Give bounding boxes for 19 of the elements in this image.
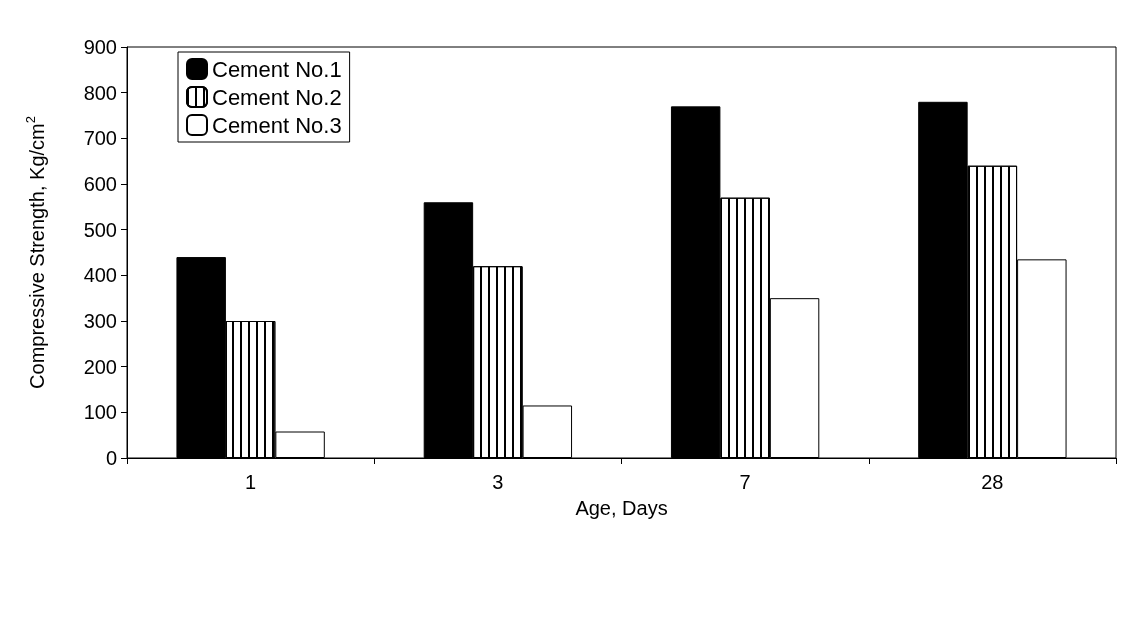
legend-label: Cement No.1 [212, 56, 342, 82]
y-tick-label: 700 [83, 127, 117, 150]
y-tick-label: 0 [105, 447, 117, 469]
y-tick-label: 400 [83, 264, 117, 287]
x-tick-label: 1 [245, 471, 257, 493]
y-axis-title: Compressive Strength, Kg/cm2 [23, 116, 48, 389]
y-tick-label: 200 [83, 355, 117, 378]
x-tick-label: 3 [492, 471, 504, 493]
legend-label: Cement No.3 [212, 112, 342, 138]
y-tick-label: 800 [83, 81, 117, 104]
y-tick-label: 600 [83, 173, 117, 195]
legend-label: Cement No.2 [212, 84, 342, 110]
y-tick-label: 300 [83, 310, 117, 332]
x-axis-title: Age, Days [575, 497, 668, 519]
y-tick-label: 900 [83, 36, 117, 58]
y-tick-label: 500 [83, 218, 117, 241]
x-tick-label: 28 [981, 471, 1004, 493]
y-tick-label: 100 [83, 401, 117, 424]
x-tick-label: 7 [739, 471, 751, 493]
